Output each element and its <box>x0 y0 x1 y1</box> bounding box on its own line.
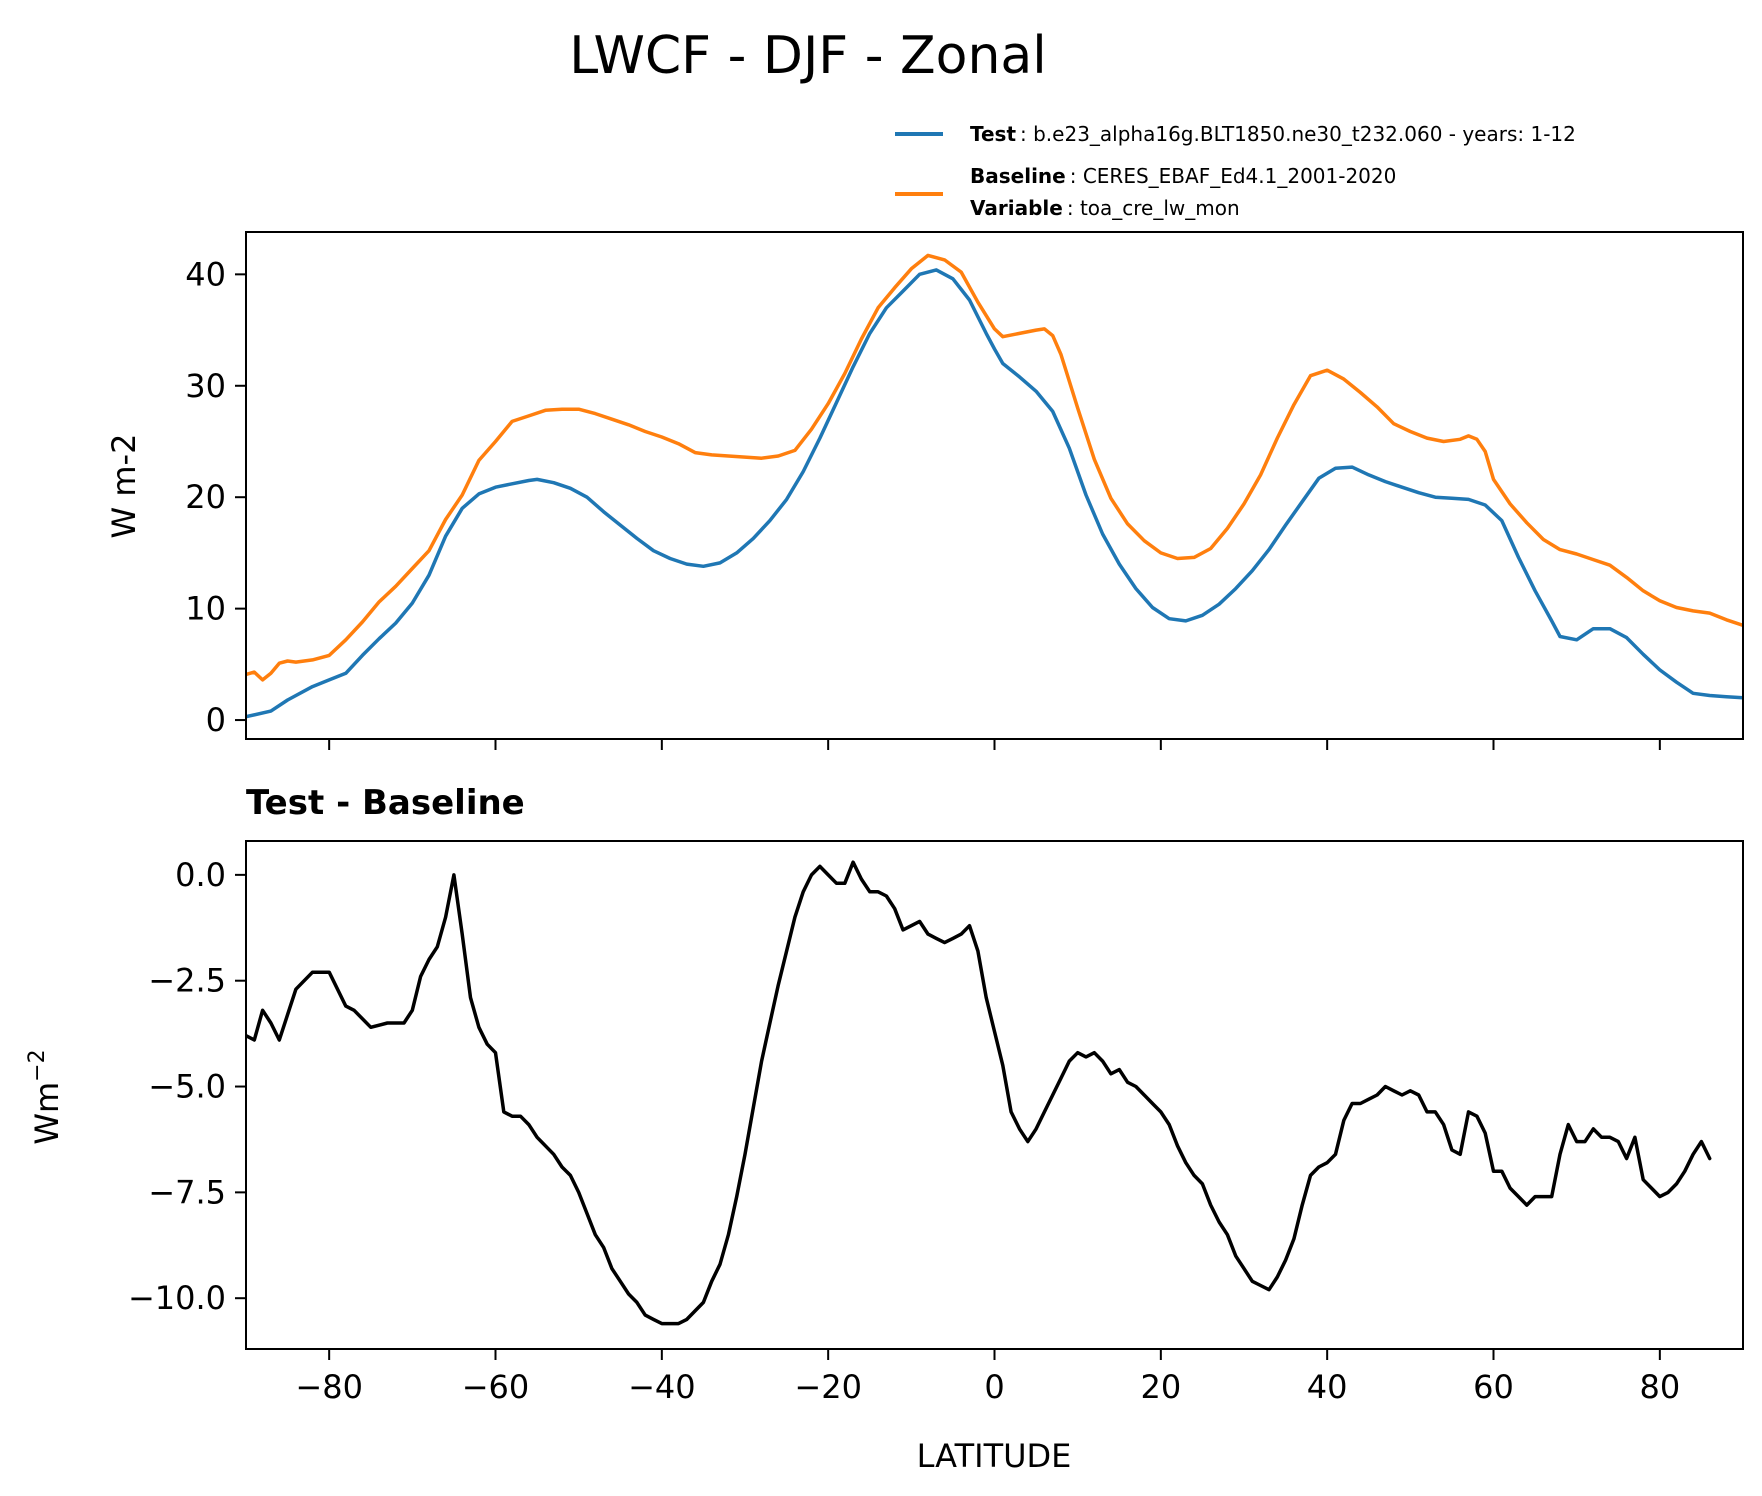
bottom-y-tick-label: −7.5 <box>148 1173 226 1211</box>
bottom-panel-title: Test - Baseline <box>246 783 525 823</box>
bottom-y-axis-label: Wm−2 <box>25 1049 66 1144</box>
legend-test-label: Test: b.e23_alpha16g.BLT1850.ne30_t232.0… <box>970 122 1576 146</box>
bottom-x-tick-label: 60 <box>1473 1368 1514 1406</box>
legend-variable-text: : toa_cre_lw_mon <box>1067 196 1240 220</box>
bottom-y-tick-label: −10.0 <box>128 1279 226 1317</box>
top-y-tick-label: 30 <box>185 367 226 405</box>
bottom-x-tick-label: 40 <box>1307 1368 1348 1406</box>
x-axis-label: LATITUDE <box>917 1437 1072 1475</box>
bottom-y-tick-label: −2.5 <box>148 962 226 1000</box>
top-panel: 0 10 20 30 40 W m-2 <box>105 231 1744 750</box>
top-y-axis-label: W m-2 <box>105 434 143 539</box>
bottom-x-tick-label: −40 <box>628 1368 696 1406</box>
legend-variable-key: Variable <box>970 196 1063 220</box>
figure-title: LWCF - DJF - Zonal <box>569 26 1046 86</box>
bottom-x-tick-label: −60 <box>462 1368 530 1406</box>
bottom-x-tick-label: 0 <box>984 1368 1004 1406</box>
legend-test-text: : b.e23_alpha16g.BLT1850.ne30_t232.060 -… <box>1020 122 1576 146</box>
top-series-line-test <box>246 268 1743 719</box>
bottom-series-layer <box>246 860 1712 1326</box>
bottom-panel: Test - Baseline 0.0 −2.5 −5.0 −7.5 −10.0 −80… <box>25 783 1744 1475</box>
top-y-tick-label: 40 <box>185 255 226 293</box>
bottom-y-ticks: 0.0 −2.5 −5.0 −7.5 −10.0 <box>128 856 246 1317</box>
bottom-x-ticks: −80 −60 −40 −20 0 20 40 60 80 <box>295 1349 1680 1406</box>
legend-baseline-key: Baseline <box>970 164 1066 188</box>
bottom-y-tick-label: 0.0 <box>175 856 226 894</box>
bottom-y-tick-label: −5.0 <box>148 1068 226 1106</box>
bottom-y-axis-label-exponent: −2 <box>25 1049 50 1081</box>
top-y-tick-label: 10 <box>185 590 226 628</box>
bottom-x-tick-label: −80 <box>295 1368 363 1406</box>
top-y-tick-label: 0 <box>206 701 226 739</box>
bottom-y-axis-label-base: Wm <box>28 1082 66 1145</box>
top-y-tick-label: 20 <box>185 478 226 516</box>
top-series-line-baseline <box>246 253 1743 682</box>
top-y-ticks: 0 10 20 30 40 <box>185 255 246 739</box>
legend-baseline-text: : CERES_EBAF_Ed4.1_2001-2020 <box>1070 164 1397 188</box>
legend-test-key: Test <box>970 122 1016 146</box>
top-x-ticks <box>328 739 1661 750</box>
bottom-x-tick-label: 80 <box>1639 1368 1680 1406</box>
bottom-series-line-test-baseline <box>246 860 1712 1326</box>
legend-baseline-label: Baseline: CERES_EBAF_Ed4.1_2001-2020 <box>970 164 1396 188</box>
bottom-x-tick-label: −20 <box>794 1368 862 1406</box>
bottom-x-tick-label: 20 <box>1140 1368 1181 1406</box>
top-series-layer <box>246 253 1743 719</box>
legend: Test: b.e23_alpha16g.BLT1850.ne30_t232.0… <box>895 122 1576 220</box>
legend-variable-label: Variable: toa_cre_lw_mon <box>970 196 1240 220</box>
